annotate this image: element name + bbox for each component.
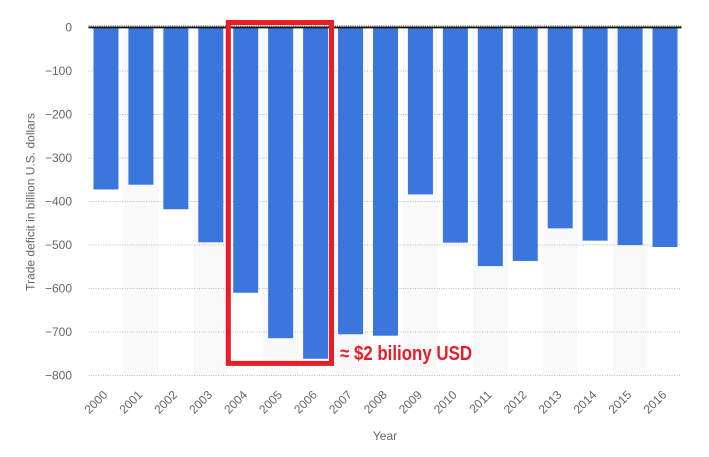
svg-text:0: 0 [65,21,72,35]
svg-text:−500: −500 [45,238,72,252]
svg-text:−200: −200 [45,108,72,122]
svg-text:Trade deficit in billion U.S.: Trade deficit in billion U.S. dollars [24,113,38,291]
svg-text:−600: −600 [45,282,72,296]
svg-text:−300: −300 [45,151,72,165]
svg-text:−800: −800 [45,369,72,383]
svg-text:−400: −400 [45,195,72,209]
svg-text:Year: Year [373,429,397,443]
svg-text:≈ $2 biliony USD: ≈ $2 biliony USD [340,343,472,365]
svg-text:−100: −100 [45,64,72,78]
svg-text:−700: −700 [45,325,72,339]
